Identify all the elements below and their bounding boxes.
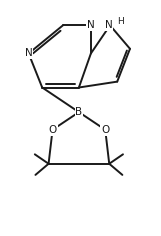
Text: N: N	[104, 20, 112, 30]
Text: B: B	[75, 107, 82, 117]
Text: N: N	[87, 20, 95, 30]
Text: O: O	[101, 125, 109, 135]
Text: N: N	[25, 48, 33, 59]
Text: H: H	[117, 17, 124, 26]
Text: O: O	[48, 125, 57, 135]
